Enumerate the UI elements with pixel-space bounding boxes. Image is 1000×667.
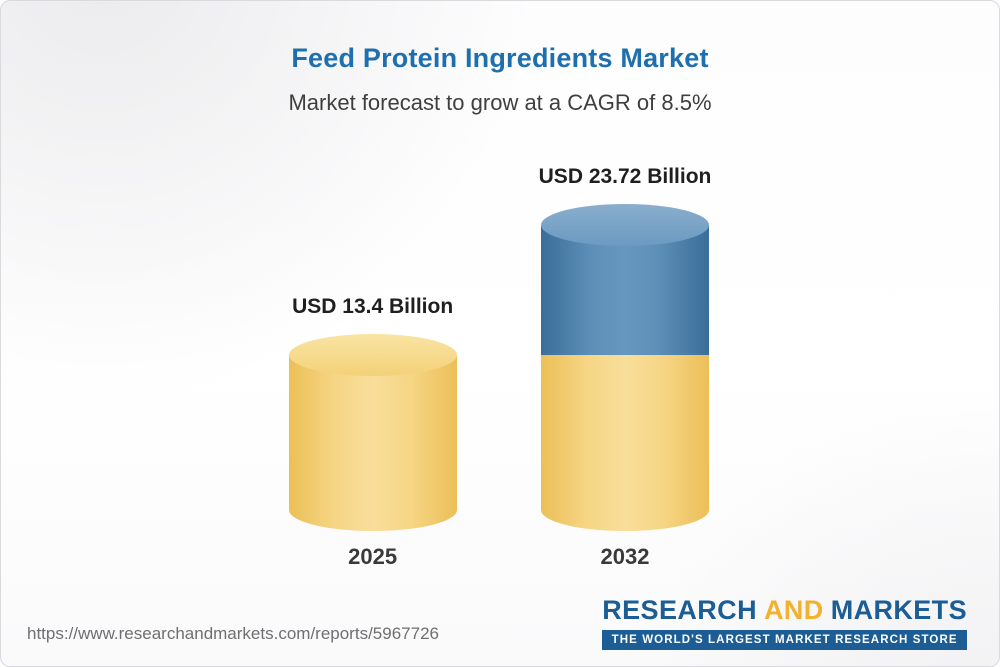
- value-label-2032: USD 23.72 Billion: [538, 165, 712, 188]
- cylinder-top-cap-2032: [541, 204, 709, 246]
- year-label-2032: 2032: [600, 544, 650, 569]
- logo-word-research: RESEARCH: [602, 595, 757, 625]
- year-label-2025: 2025: [348, 544, 398, 569]
- report-url-link[interactable]: https://www.researchandmarkets.com/repor…: [27, 624, 439, 643]
- cylinder-bottom-cap-2025: [288, 489, 457, 531]
- cylinder-bottom-cap-2032: [541, 489, 709, 531]
- growth-segment-2032: [541, 204, 709, 355]
- logo-tagline: THE WORLD'S LARGEST MARKET RESEARCH STOR…: [602, 630, 967, 650]
- base-segment-2032: [541, 355, 709, 510]
- bar-group-2025: USD 13.4 Billion 2025: [288, 295, 493, 570]
- logo-word-markets: MARKETS: [830, 595, 967, 625]
- page-subtitle: Market forecast to grow at a CAGR of 8.5…: [288, 90, 712, 115]
- logo-wordmark: RESEARCH AND MARKETS: [602, 595, 967, 626]
- research-and-markets-logo: RESEARCH AND MARKETS THE WORLD'S LARGEST M…: [602, 595, 967, 650]
- base-segment-2025: [288, 334, 457, 510]
- cylinder-2032: [541, 204, 745, 544]
- logo-word-and: AND: [763, 595, 824, 625]
- page-title: Feed Protein Ingredients Market: [291, 43, 709, 73]
- bar-group-2032: USD 23.72 Billion 2032: [538, 165, 745, 570]
- value-label-2025: USD 13.4 Billion: [292, 295, 454, 318]
- cylinder-2025: [288, 334, 493, 544]
- cylinder-top-cap-2025: [288, 334, 457, 376]
- bar-chart: USD 13.4 Billion 2025 USD 23.72 Billion: [1, 165, 999, 570]
